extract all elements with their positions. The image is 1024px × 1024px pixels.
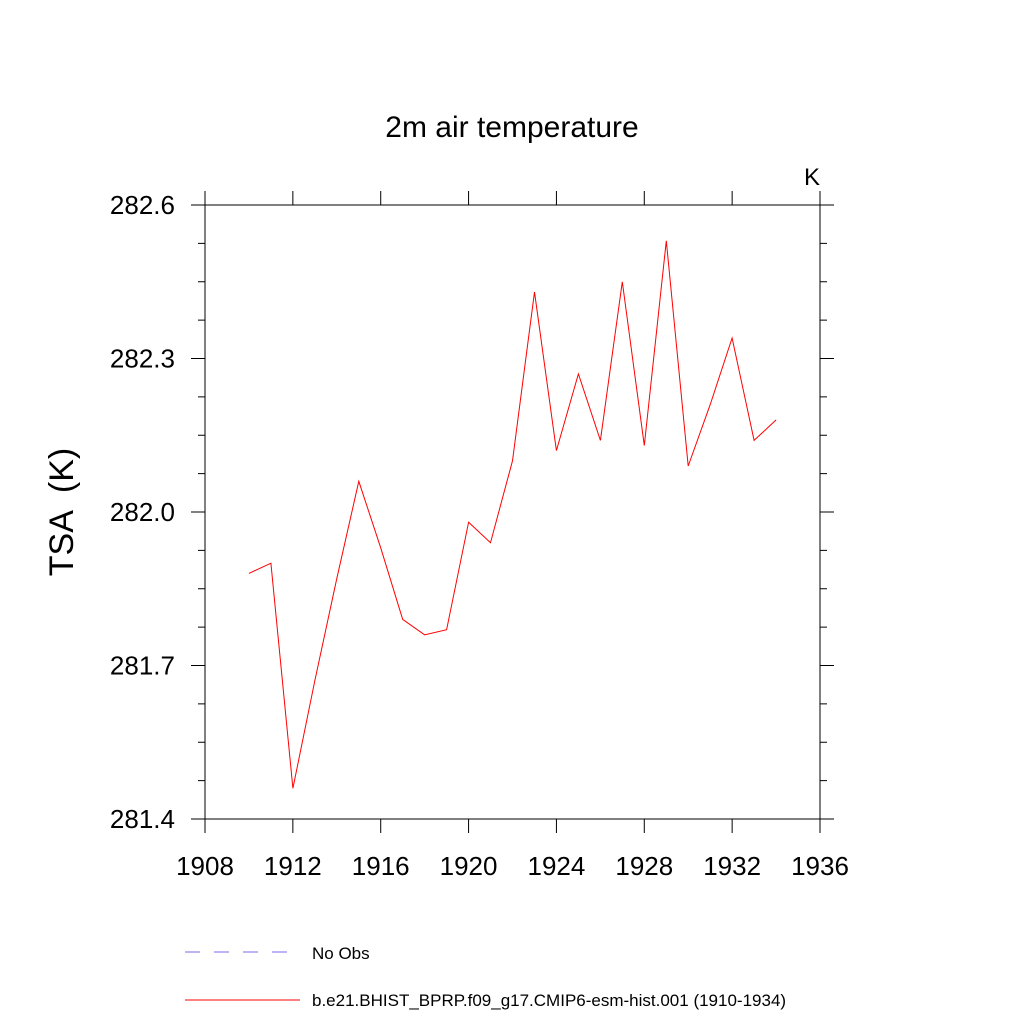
y-tick-label: 281.7 bbox=[110, 651, 175, 681]
x-tick-label: 1932 bbox=[703, 851, 761, 881]
plot-frame bbox=[204, 204, 821, 820]
y-axis-label: TSA (K) bbox=[43, 448, 81, 576]
x-tick-label: 1916 bbox=[352, 851, 410, 881]
series-layer bbox=[248, 240, 777, 789]
x-tick-label: 1924 bbox=[528, 851, 586, 881]
chart-title: 2m air temperature bbox=[385, 111, 638, 144]
tick-labels: 1908 1912 1916 1920 1924 1928 1932 1936 281.4 281… bbox=[110, 190, 849, 881]
y-tick-label: 282.6 bbox=[110, 190, 175, 220]
y-tick-label: 282.3 bbox=[110, 344, 175, 374]
units-label: K bbox=[804, 164, 820, 191]
x-tick-label: 1912 bbox=[264, 851, 322, 881]
y-tick-label: 282.0 bbox=[110, 497, 175, 527]
x-tick-label: 1936 bbox=[791, 851, 849, 881]
x-tick-label: 1928 bbox=[615, 851, 673, 881]
x-tick-label: 1920 bbox=[440, 851, 498, 881]
x-tick-label: 1908 bbox=[176, 851, 234, 881]
series-line bbox=[248, 240, 777, 789]
legend-label-no-obs: No Obs bbox=[312, 944, 370, 963]
minor-ticks bbox=[198, 242, 827, 782]
legend: No Obs b.e21.BHIST_BPRP.f09_g17.CMIP6-es… bbox=[185, 944, 786, 1010]
y-tick-label: 281.4 bbox=[110, 804, 175, 834]
major-ticks bbox=[191, 191, 834, 833]
legend-label-model: b.e21.BHIST_BPRP.f09_g17.CMIP6-esm-hist.… bbox=[312, 991, 786, 1010]
